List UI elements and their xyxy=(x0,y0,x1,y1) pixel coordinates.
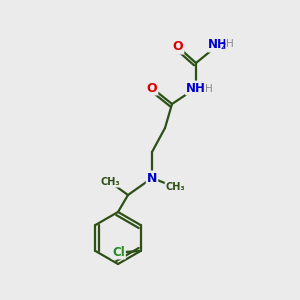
Text: N: N xyxy=(147,172,157,184)
Text: O: O xyxy=(147,82,157,94)
Text: H: H xyxy=(205,84,213,94)
Text: CH₃: CH₃ xyxy=(165,182,185,192)
Text: CH₃: CH₃ xyxy=(100,177,120,187)
Text: Cl: Cl xyxy=(112,245,125,259)
Text: NH: NH xyxy=(186,82,206,94)
Text: 2: 2 xyxy=(221,42,226,51)
Text: H: H xyxy=(226,39,234,49)
Text: O: O xyxy=(173,40,183,53)
Text: NH: NH xyxy=(208,38,228,52)
